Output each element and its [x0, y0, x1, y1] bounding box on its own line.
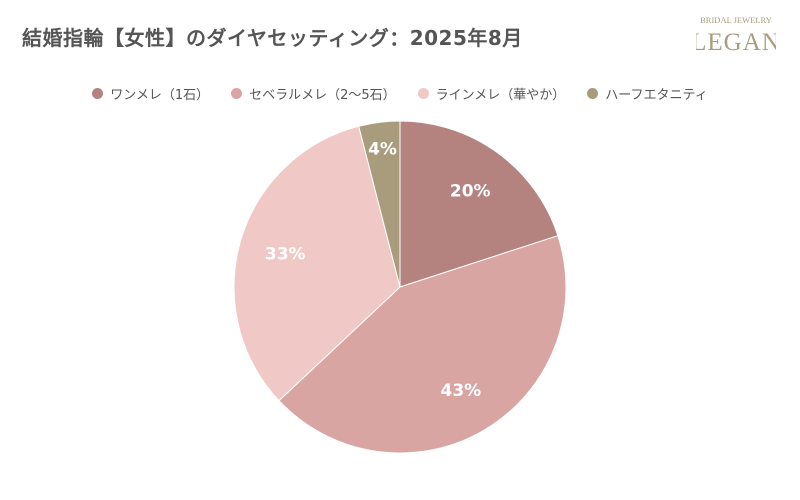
legend-swatch [92, 88, 104, 99]
pie-slice[interactable] [399, 120, 559, 288]
brand-top-text: BRIDAL JEWELRY [700, 15, 772, 25]
legend-swatch [587, 88, 599, 99]
pie-slice[interactable] [278, 235, 567, 454]
legend-swatch [231, 88, 243, 99]
brand-logo: BRIDAL JEWELRY LEGAN [696, 15, 776, 56]
legend-label: ラインメレ（華やか） [435, 88, 566, 103]
legend-label: ハーフエタニティ [605, 88, 708, 103]
legend-item[interactable]: ハーフエタニティ [587, 84, 708, 103]
legend-label: ワンメレ（1石） [110, 88, 210, 103]
slice-data-label: 33% [265, 245, 306, 265]
legend-item[interactable]: セベラルメレ（2〜5石） [231, 84, 396, 103]
brand-name: LEGAN [696, 29, 776, 56]
slice-data-label: 20% [450, 181, 491, 201]
chart-legend: ワンメレ（1石） セベラルメレ（2〜5石） ラインメレ（華やか） ハーフエタニティ [0, 84, 800, 103]
legend-label: セベラルメレ（2〜5石） [249, 88, 396, 103]
chart-title: 結婚指輪【女性】のダイヤセッティング：2025年8月 [22, 26, 523, 50]
slice-data-label: 4% [368, 140, 397, 160]
pie-slice[interactable] [233, 125, 401, 402]
slice-data-label: 43% [440, 381, 481, 401]
legend-swatch [417, 88, 429, 99]
pie-slice[interactable] [358, 120, 401, 288]
legend-item[interactable]: ラインメレ（華やか） [417, 84, 566, 103]
legend-item[interactable]: ワンメレ（1石） [92, 84, 209, 103]
